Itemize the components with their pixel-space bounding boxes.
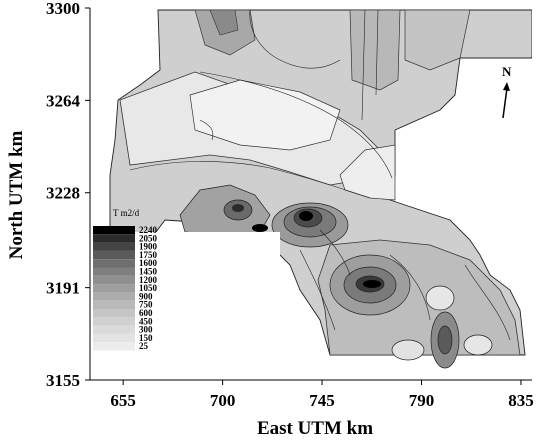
legend: T m2/d 224020501900175016001450120010509… <box>93 208 158 351</box>
x-tick-label: 655 <box>110 391 136 410</box>
legend-swatch <box>93 267 135 276</box>
high-zone-south <box>391 285 493 369</box>
legend-swatch <box>93 259 135 268</box>
x-axis-label: East UTM km <box>257 418 373 439</box>
y-tick-label: 3191 <box>46 279 80 298</box>
legend-swatch <box>93 242 135 251</box>
high-zone-southeast <box>329 254 411 316</box>
high-zone-center <box>271 202 349 248</box>
legend-label: 1050 <box>139 283 158 293</box>
legend-label: 1750 <box>139 250 158 260</box>
legend-label: 2050 <box>139 233 158 243</box>
y-tick-label: 3264 <box>46 91 81 110</box>
legend-label: 1600 <box>139 258 158 268</box>
y-axis-label: North UTM km <box>6 130 27 259</box>
zone-north-east <box>349 9 401 91</box>
y-axis-ticks: 3155 3191 3228 3264 3300 <box>46 0 90 390</box>
legend-swatch <box>93 292 135 301</box>
x-axis-ticks: 655 700 745 790 835 <box>110 380 534 410</box>
legend-label: 150 <box>139 333 153 343</box>
legend-swatch <box>93 226 135 235</box>
y-tick-label: 3300 <box>46 0 80 18</box>
legend-swatch <box>93 250 135 260</box>
legend-swatch <box>93 342 135 351</box>
legend-label: 450 <box>139 316 153 326</box>
high-zone-west <box>179 184 271 236</box>
legend-swatch <box>93 317 135 326</box>
legend-label: 2240 <box>139 225 158 235</box>
x-tick-label: 790 <box>409 391 435 410</box>
legend-label: 1900 <box>139 242 158 252</box>
north-arrow-label: N <box>502 64 512 79</box>
zone-central-light <box>189 79 341 151</box>
legend-label: 750 <box>139 300 153 310</box>
legend-swatch <box>93 325 135 334</box>
legend-swatch <box>93 234 135 243</box>
x-tick-label: 745 <box>309 391 335 410</box>
legend-title: T m2/d <box>113 208 140 218</box>
zone-north-strip-2 <box>209 9 239 36</box>
legend-swatch <box>93 284 135 293</box>
legend-swatch <box>93 333 135 343</box>
contour-map <box>109 9 532 369</box>
legend-swatch <box>93 275 135 285</box>
legend-label: 900 <box>139 291 153 301</box>
legend-label: 600 <box>139 308 153 318</box>
legend-label: 1450 <box>139 267 158 277</box>
x-tick-label: 700 <box>210 391 236 410</box>
legend-label: 25 <box>139 341 149 351</box>
zone-north-east-2 <box>404 9 471 71</box>
legend-label: 300 <box>139 325 153 335</box>
legend-swatch <box>93 309 135 318</box>
legend-swatch <box>93 300 135 309</box>
y-tick-label: 3228 <box>46 184 80 203</box>
north-arrow: N <box>502 64 512 119</box>
contour-lines <box>129 9 511 341</box>
axes: 655 700 745 790 835 3155 3191 3228 3264 3300 Eas… <box>6 0 534 439</box>
legend-label: 1200 <box>139 275 158 285</box>
y-tick-label: 3155 <box>46 371 80 390</box>
x-tick-label: 835 <box>508 391 534 410</box>
